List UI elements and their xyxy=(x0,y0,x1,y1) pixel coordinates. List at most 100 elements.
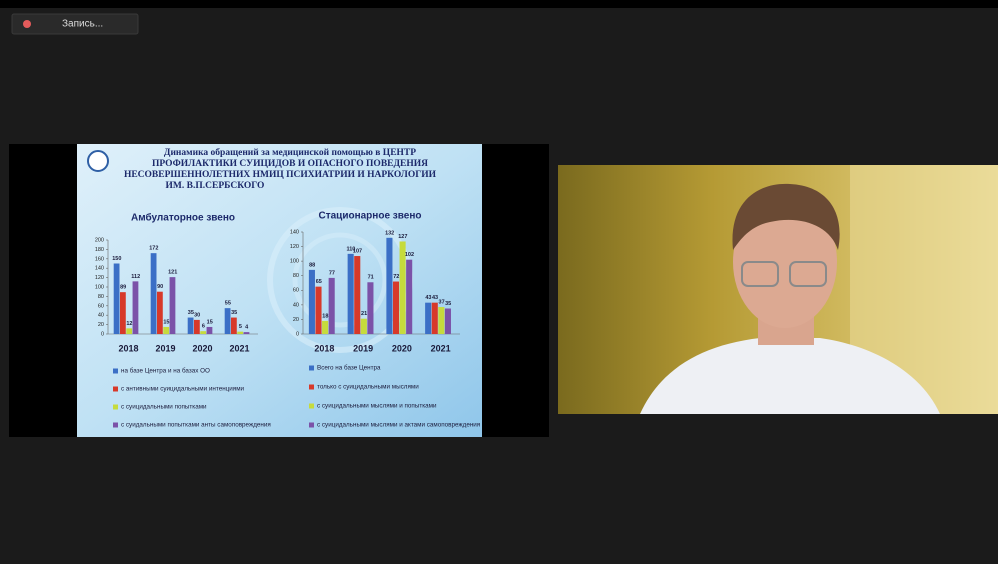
legend-label: с суидальными попытками анты самоповрежд… xyxy=(121,422,271,429)
value-label: 30 xyxy=(194,312,200,318)
recording-label: Запись... xyxy=(62,19,103,30)
value-label: 55 xyxy=(225,301,231,307)
y-tick-label: 160 xyxy=(95,256,104,262)
value-label: 172 xyxy=(149,246,158,252)
bar xyxy=(114,264,120,335)
bar xyxy=(225,308,231,334)
y-tick-label: 0 xyxy=(101,331,104,337)
value-label: 15 xyxy=(163,319,169,325)
legend-label: с суицидальными попытками xyxy=(121,404,207,411)
y-tick-label: 80 xyxy=(98,294,104,300)
x-tick-label: 2021 xyxy=(431,343,451,353)
legend-swatch xyxy=(113,405,118,410)
value-label: 132 xyxy=(385,230,394,236)
bar xyxy=(231,318,237,334)
y-tick-label: 40 xyxy=(98,313,104,319)
recording-dot xyxy=(23,20,31,28)
value-label: 12 xyxy=(126,321,132,327)
top-strip xyxy=(0,0,998,8)
y-tick-label: 20 xyxy=(98,322,104,328)
value-label: 107 xyxy=(353,248,362,254)
y-tick-label: 100 xyxy=(95,284,104,290)
bar xyxy=(367,282,373,334)
bar xyxy=(329,278,335,334)
bar xyxy=(438,307,444,334)
y-tick-label: 120 xyxy=(290,244,299,250)
value-label: 72 xyxy=(393,274,399,280)
bar xyxy=(200,331,206,334)
y-tick-label: 60 xyxy=(293,288,299,294)
value-label: 37 xyxy=(439,299,445,305)
x-tick-label: 2018 xyxy=(314,343,334,353)
value-label: 88 xyxy=(309,262,315,268)
recording-button[interactable]: Запись... xyxy=(12,14,138,34)
bar xyxy=(194,320,200,334)
value-label: 18 xyxy=(322,313,328,319)
value-label: 90 xyxy=(157,284,163,290)
y-tick-label: 40 xyxy=(293,302,299,308)
bar xyxy=(445,309,451,335)
bar xyxy=(386,238,392,334)
legend-swatch xyxy=(309,385,314,390)
webcam xyxy=(558,165,998,414)
value-label: 121 xyxy=(168,270,177,276)
value-label: 21 xyxy=(361,311,367,317)
value-label: 102 xyxy=(405,252,414,258)
legend-swatch xyxy=(309,366,314,371)
slide-title: Динамика обращений за медицинской помощь… xyxy=(164,147,416,158)
y-tick-label: 0 xyxy=(296,331,299,337)
y-tick-label: 200 xyxy=(95,237,104,243)
legend-swatch xyxy=(309,423,314,428)
legend-label: с суицидальными мыслями и актами самопов… xyxy=(317,422,480,429)
value-label: 5 xyxy=(239,324,242,330)
value-label: 35 xyxy=(231,310,237,316)
y-tick-label: 140 xyxy=(290,229,299,235)
value-label: 35 xyxy=(445,301,451,307)
bar xyxy=(315,287,321,334)
bar xyxy=(432,303,438,334)
slide-title: ИМ. В.П.СЕРБСКОГО xyxy=(166,181,265,191)
y-tick-label: 20 xyxy=(293,317,299,323)
legend-label: с антивными суицидальными интенциями xyxy=(121,386,245,393)
bar xyxy=(133,281,139,334)
value-label: 150 xyxy=(112,256,121,262)
slide-title: НЕСОВЕРШЕННОЛЕТНИХ НМИЦ ПСИХИАТРИИ И НАР… xyxy=(124,170,437,180)
chart-title: Амбулаторное звено xyxy=(131,212,235,224)
bar xyxy=(322,321,328,334)
legend-label: на базе Центра и на базах ОО xyxy=(121,367,210,375)
value-label: 112 xyxy=(131,274,140,280)
y-tick-label: 120 xyxy=(95,275,104,281)
bar xyxy=(406,260,412,334)
screen: Запись... Динамика обращений за медицинс… xyxy=(0,0,998,564)
bar xyxy=(157,292,163,334)
value-label: 43 xyxy=(432,295,438,301)
x-tick-label: 2018 xyxy=(118,343,138,353)
slide-title: ПРОФИЛАКТИКИ СУИЦИДОВ И ОПАСНОГО ПОВЕДЕН… xyxy=(152,159,428,169)
legend-label: Всего на базе Центра xyxy=(317,364,381,372)
bar xyxy=(163,327,169,334)
legend-swatch xyxy=(113,387,118,392)
bar xyxy=(309,270,315,334)
y-tick-label: 100 xyxy=(290,259,299,265)
y-tick-label: 140 xyxy=(95,266,104,272)
value-label: 77 xyxy=(329,270,335,276)
bar xyxy=(207,327,213,334)
x-tick-label: 2021 xyxy=(229,343,249,353)
x-tick-label: 2019 xyxy=(155,343,175,353)
bar xyxy=(354,256,360,334)
value-label: 71 xyxy=(368,275,374,281)
x-tick-label: 2020 xyxy=(392,343,412,353)
bar xyxy=(188,318,194,334)
bar xyxy=(120,292,126,334)
value-label: 65 xyxy=(316,279,322,285)
value-label: 89 xyxy=(120,285,126,291)
bar xyxy=(126,328,132,334)
x-tick-label: 2019 xyxy=(353,343,373,353)
chart-title: Стационарное звено xyxy=(319,211,422,222)
bar xyxy=(237,332,243,334)
legend-swatch xyxy=(309,404,314,409)
bar xyxy=(425,303,431,334)
value-label: 15 xyxy=(207,319,213,325)
bar xyxy=(244,332,250,334)
bar xyxy=(151,253,157,334)
